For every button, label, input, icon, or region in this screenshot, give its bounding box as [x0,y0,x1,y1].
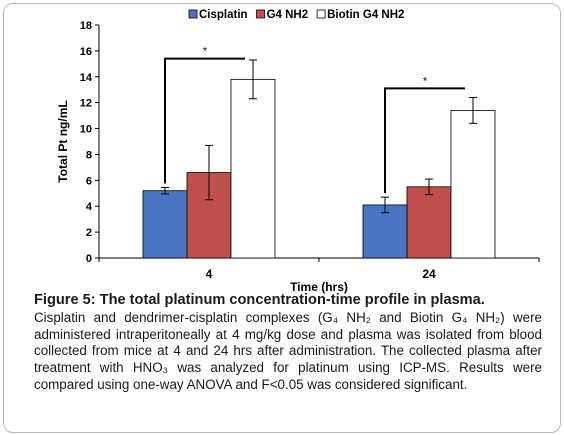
x-tick-label: 4 [206,267,213,281]
bar-g4-nh2-4 [186,172,232,259]
y-tick-label: 12 [80,98,92,110]
significance-marker: * [423,75,428,87]
caption-title: Figure 5: The total platinum concentrati… [34,292,485,308]
legend-label: Biotin G4 NH2 [327,9,404,21]
y-axis-title: Total Pt ng/mL [56,100,70,182]
bar-cisplatin-24 [362,204,408,259]
y-tick-label: 4 [86,201,93,213]
y-tick-label: 10 [80,124,92,136]
y-tick-label: 0 [86,253,92,265]
legend-swatch [188,9,198,19]
x-tick-label: 24 [422,267,436,281]
legend-label: G4 NH2 [267,9,309,21]
y-tick-label: 18 [80,20,92,32]
significance-bracket [164,57,245,184]
y-tick-label: 14 [80,72,93,84]
significance-marker: * [203,46,208,58]
bar-biotin-g4-nh2-24 [450,110,496,259]
legend-swatch [316,9,326,19]
x-axis-title: Time (hrs) [290,280,348,294]
caption-text: Cisplatin and dendrimer-cisplatin comple… [34,309,542,392]
figure-caption: Figure 5: The total platinum concentrati… [34,292,542,394]
y-tick-label: 2 [86,227,92,239]
bar-biotin-g4-nh2-4 [230,78,276,259]
bar-cisplatin-4 [142,190,188,259]
significance-bracket [384,87,465,194]
y-tick-label: 8 [86,149,92,161]
legend-label: Cisplatin [199,9,248,21]
y-tick-label: 6 [86,175,92,187]
figure-panel: 0 2 4 6 8 10 12 14 16 18 Total Pt ng/mL 4 24 Time (hr… [3,3,561,433]
bar-g4-nh2-24 [406,186,452,259]
y-tick-label: 16 [80,46,92,58]
legend-swatch [256,9,265,19]
